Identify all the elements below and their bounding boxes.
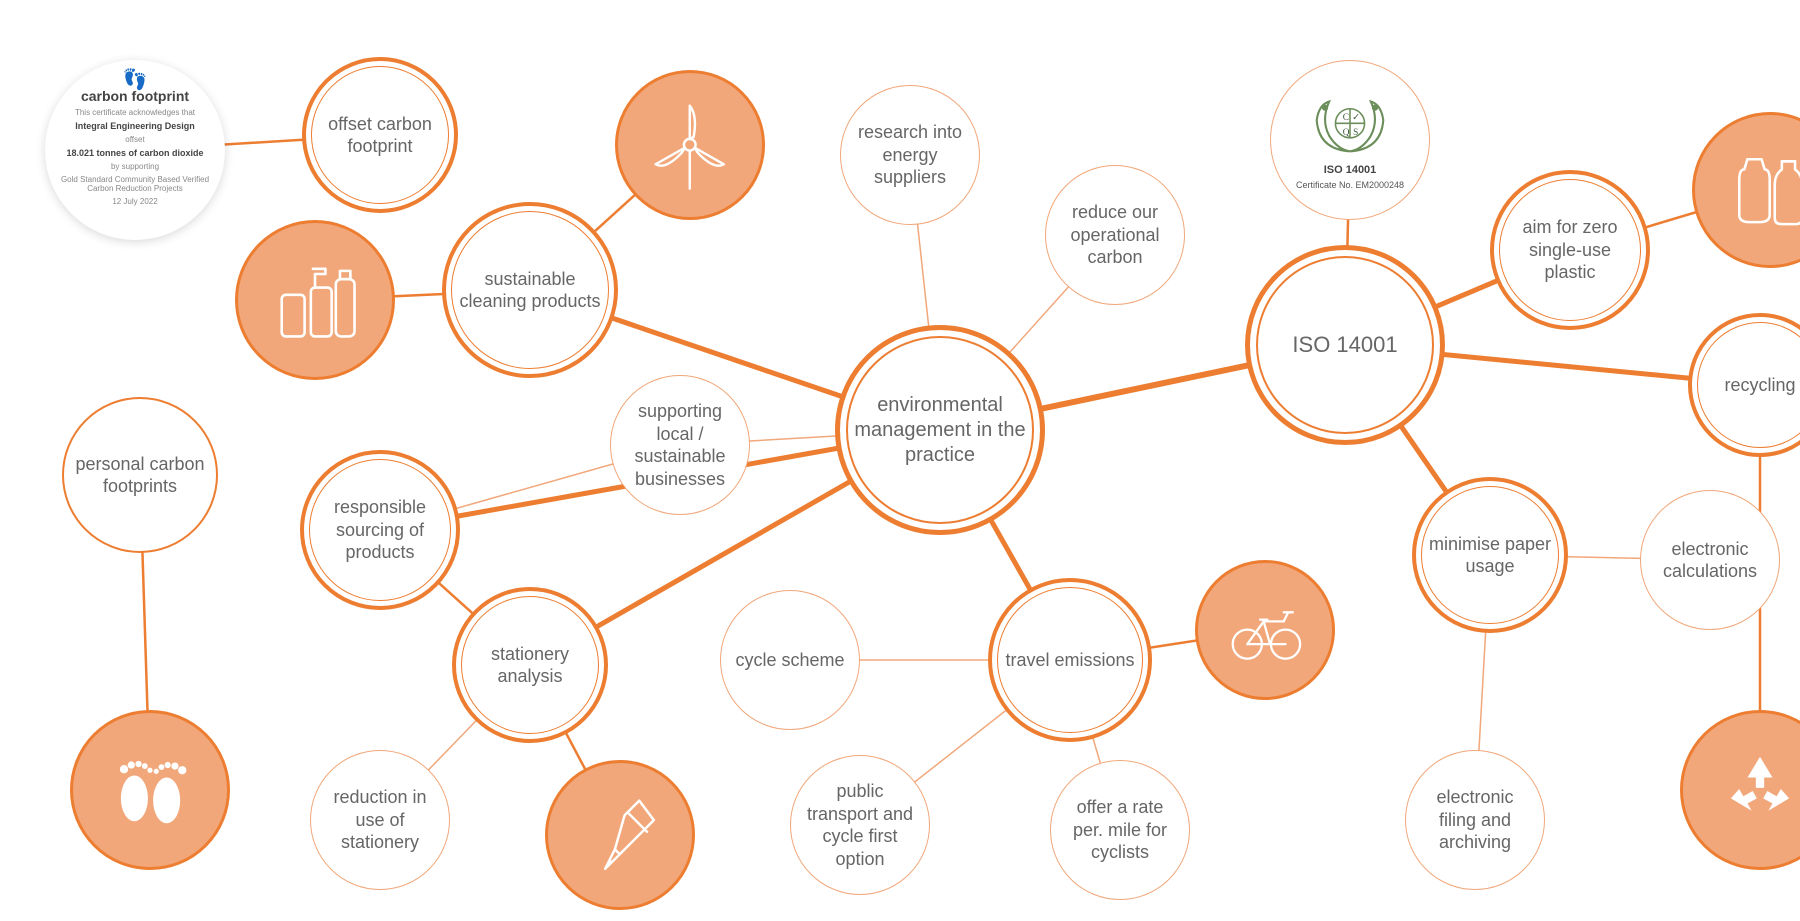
node-cleaning: sustainable cleaning products [442, 202, 618, 378]
carbon-footprint-certificate: 👣 carbon footprint This certificate acknow… [45, 60, 225, 240]
node-label: public transport and cycle first option [801, 780, 919, 870]
node-label: environmental management in the practice [851, 393, 1030, 468]
node-label: travel emissions [1005, 649, 1134, 672]
cert-title: carbon footprint [55, 88, 215, 104]
node-center: environmental management in the practice [835, 325, 1045, 535]
node-cycle: cycle scheme [720, 590, 860, 730]
cert-line1: This certificate acknowledges that [55, 108, 215, 117]
spray-icon [235, 220, 395, 380]
node-label: electronic calculations [1651, 538, 1769, 583]
recycle-icon [1680, 710, 1800, 870]
plastic-icon [1692, 112, 1800, 268]
diagram-stage: environmental management in the practice… [0, 0, 1800, 921]
node-isobadge: C ✓ Q S ISO 14001 Certificate No. EM20002… [1270, 60, 1430, 220]
node-label: supporting local / sustainable businesse… [621, 400, 739, 490]
node-label: reduce our operational carbon [1056, 201, 1174, 269]
node-label: minimise paper usage [1426, 533, 1554, 578]
node-pcf: personal carbon footprints [62, 397, 218, 553]
node-label: stationery analysis [466, 643, 594, 688]
bike-icon [1195, 560, 1335, 700]
cert-amount: 18.021 tonnes of carbon dioxide [55, 148, 215, 158]
node-ratepermile: offer a rate per. mile for cyclists [1050, 760, 1190, 900]
cert-line4: Gold Standard Community Based Verified C… [55, 175, 215, 193]
node-ecalc: electronic calculations [1640, 490, 1780, 630]
node-reduceop: reduce our operational carbon [1045, 165, 1185, 305]
node-reduction: reduction in use of stationery [310, 750, 450, 890]
svg-text:S: S [1353, 128, 1358, 138]
iso-cert-badge: C ✓ Q S ISO 14001 Certificate No. EM20002… [1296, 89, 1404, 191]
node-recycling: recycling [1688, 313, 1800, 457]
node-label: ISO 14001 [1292, 331, 1397, 359]
node-stationery: stationery analysis [452, 587, 608, 743]
node-label: electronic filing and archiving [1416, 786, 1534, 854]
cert-line2: offset [55, 135, 215, 144]
node-label: offer a rate per. mile for cyclists [1061, 796, 1179, 864]
iso-badge-certno: Certificate No. EM2000248 [1296, 180, 1404, 191]
node-responsible: responsible sourcing of products [300, 450, 460, 610]
node-zeroplastic: aim for zero single-use plastic [1490, 170, 1650, 330]
node-label: offset carbon footprint [316, 113, 444, 158]
node-supportlocal: supporting local / sustainable businesse… [610, 375, 750, 515]
node-research: research into energy suppliers [840, 85, 980, 225]
node-offset: offset carbon footprint [302, 57, 458, 213]
node-pubtrans: public transport and cycle first option [790, 755, 930, 895]
node-label: sustainable cleaning products [456, 268, 604, 313]
node-paper: minimise paper usage [1412, 477, 1568, 633]
node-label: recycling [1724, 374, 1795, 397]
node-label: cycle scheme [735, 649, 844, 672]
feet-icon [70, 710, 230, 870]
svg-text:Q: Q [1343, 128, 1350, 138]
node-label: personal carbon footprints [74, 453, 206, 498]
node-label: responsible sourcing of products [314, 496, 446, 564]
node-iso: ISO 14001 [1245, 245, 1445, 445]
svg-text:✓: ✓ [1352, 113, 1360, 123]
cert-org: Integral Engineering Design [55, 121, 215, 131]
cert-foot-icon: 👣 [55, 74, 215, 86]
pen-icon [545, 760, 695, 910]
svg-text:C: C [1343, 113, 1349, 123]
cert-line3: by supporting [55, 162, 215, 171]
turbine-icon [615, 70, 765, 220]
node-label: research into energy suppliers [851, 121, 969, 189]
node-travel: travel emissions [988, 578, 1152, 742]
node-label: aim for zero single-use plastic [1504, 216, 1636, 284]
node-label: reduction in use of stationery [321, 786, 439, 854]
node-efiling: electronic filing and archiving [1405, 750, 1545, 890]
cert-date: 12 July 2022 [55, 197, 215, 206]
iso-badge-title: ISO 14001 [1324, 164, 1377, 178]
